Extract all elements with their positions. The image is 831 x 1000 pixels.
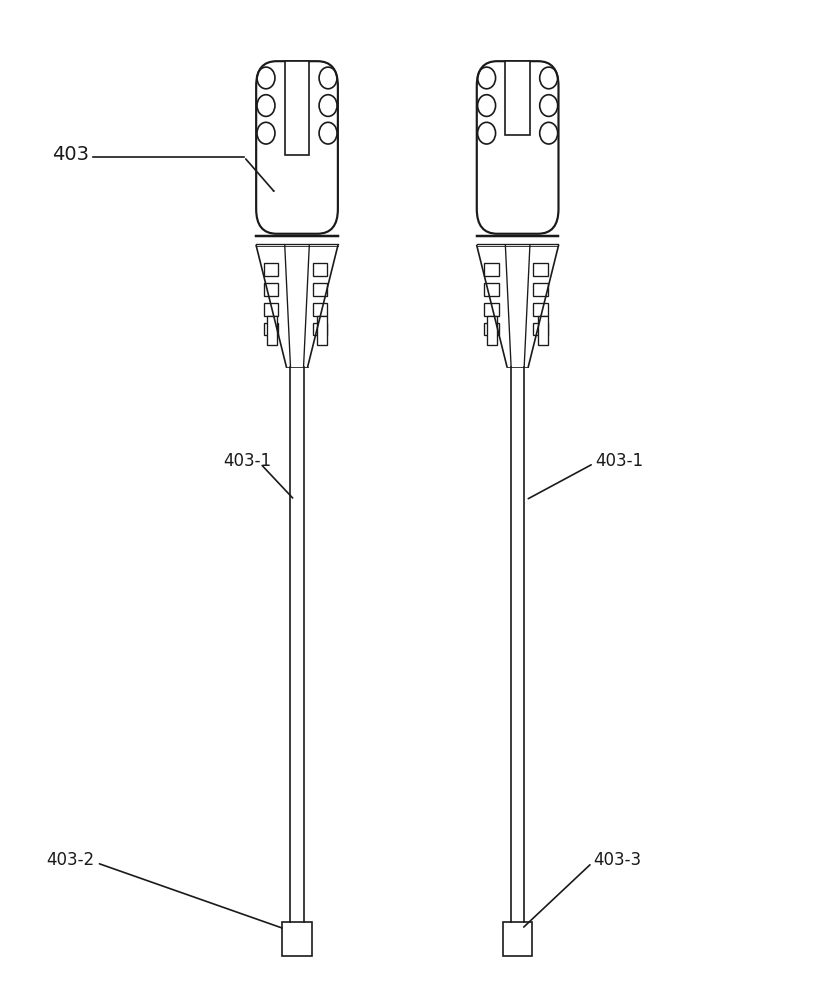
Bar	[263, 322, 278, 335]
Bar	[534, 283, 548, 296]
Bar	[503, 922, 533, 956]
Bar	[505, 61, 530, 135]
Bar	[534, 303, 548, 316]
Bar	[488, 316, 497, 345]
Bar	[317, 316, 327, 345]
Bar	[484, 303, 499, 316]
FancyBboxPatch shape	[477, 61, 558, 234]
Bar	[312, 303, 327, 316]
Bar	[283, 922, 312, 956]
Bar	[267, 316, 277, 345]
Bar	[263, 263, 278, 276]
Text: 403-1: 403-1	[224, 452, 272, 470]
Bar	[484, 322, 499, 335]
Bar	[534, 263, 548, 276]
Text: 403-2: 403-2	[47, 851, 94, 869]
Bar	[312, 322, 327, 335]
Bar	[312, 283, 327, 296]
Bar	[263, 303, 278, 316]
Bar	[285, 61, 309, 155]
FancyBboxPatch shape	[256, 61, 338, 234]
Text: 403-1: 403-1	[595, 452, 643, 470]
Text: 403-3: 403-3	[593, 851, 642, 869]
Bar	[312, 263, 327, 276]
Bar	[538, 316, 548, 345]
Bar	[534, 322, 548, 335]
Bar	[263, 283, 278, 296]
Bar	[484, 283, 499, 296]
Bar	[484, 263, 499, 276]
Text: 403: 403	[52, 145, 89, 164]
